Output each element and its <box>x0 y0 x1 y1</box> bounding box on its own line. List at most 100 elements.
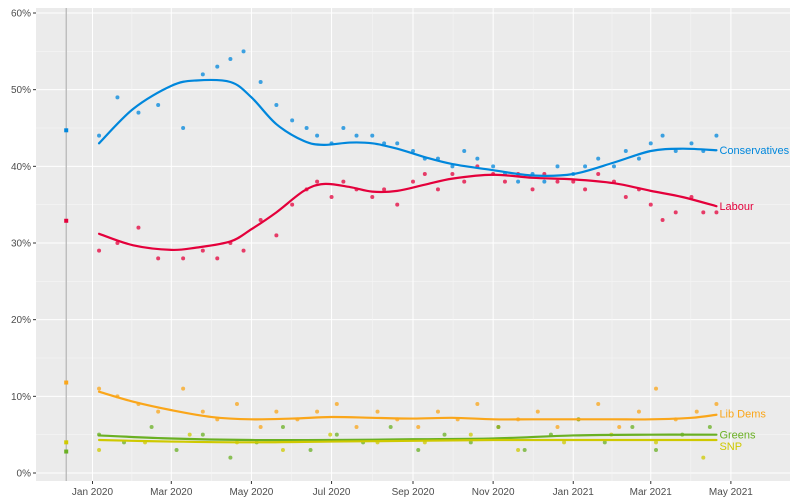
poll-point <box>602 440 607 445</box>
poll-point <box>97 386 102 391</box>
x-tick-label: Jan 2020 <box>72 487 114 498</box>
poll-point <box>241 248 246 253</box>
y-tick-label: 60% <box>11 9 31 20</box>
x-tick-label: Sep 2020 <box>392 487 435 498</box>
trend-line <box>97 390 718 421</box>
poll-point <box>596 172 601 176</box>
poll-point <box>241 49 246 54</box>
poll-point <box>673 210 678 215</box>
poll-point <box>422 172 427 176</box>
poll-point <box>341 126 346 130</box>
poll-point <box>258 218 263 222</box>
y-tick-label: 40% <box>11 162 31 173</box>
poll-point <box>290 202 295 207</box>
poll-point <box>435 187 440 192</box>
poll-point <box>149 425 154 429</box>
poll-point <box>200 248 205 253</box>
x-tick-label: Nov 2020 <box>472 487 515 498</box>
poll-point <box>187 432 192 437</box>
poll-point <box>516 179 521 184</box>
poll-point <box>648 202 653 207</box>
poll-point <box>234 402 239 406</box>
y-tick-label: 0% <box>17 469 32 480</box>
poll-point <box>654 440 659 445</box>
poll-point <box>596 156 601 161</box>
trend-line <box>97 173 718 252</box>
poll-point <box>97 248 102 253</box>
poll-point <box>596 402 601 406</box>
poll-point <box>308 448 313 452</box>
poll-point <box>174 448 179 452</box>
poll-point <box>502 179 507 184</box>
series-label: Lib Dems <box>719 409 766 421</box>
poll-point <box>516 448 521 452</box>
poll-point <box>274 409 279 414</box>
poll-point <box>315 133 320 138</box>
poll-point <box>555 164 560 169</box>
poll-point <box>654 448 659 452</box>
poll-point <box>341 179 346 184</box>
election-result-marker <box>64 218 69 223</box>
trend-line <box>97 433 718 442</box>
poll-point <box>630 425 635 429</box>
trend-line <box>97 78 718 178</box>
election-marker <box>64 8 69 481</box>
poll-point <box>215 256 220 261</box>
poll-point <box>475 402 480 406</box>
poll-point <box>280 425 285 429</box>
poll-point <box>156 256 161 261</box>
poll-point <box>200 409 205 414</box>
poll-point <box>315 409 320 414</box>
poll-point <box>280 448 285 452</box>
poll-point <box>382 187 387 192</box>
poll-point <box>115 95 120 100</box>
poll-point <box>623 195 628 199</box>
poll-point <box>623 149 628 153</box>
poll-point <box>555 179 560 184</box>
poll-point <box>714 133 719 138</box>
poll-point <box>370 195 375 199</box>
poll-point <box>395 141 400 146</box>
poll-point <box>228 57 233 61</box>
poll-point <box>689 141 694 146</box>
poll-point <box>388 425 393 429</box>
poll-point <box>673 149 678 153</box>
series-label: SNP <box>719 441 742 453</box>
poll-point <box>701 210 706 215</box>
series-label: Greens <box>719 430 756 442</box>
poll-point <box>395 202 400 207</box>
poll-point <box>334 432 339 437</box>
poll-point <box>535 409 540 414</box>
poll-point <box>156 103 161 107</box>
poll-point <box>375 409 380 414</box>
poll-point <box>200 72 205 77</box>
poll-point <box>416 448 421 452</box>
poll-point <box>304 126 309 130</box>
poll-point <box>181 386 186 391</box>
poll-point <box>354 133 359 138</box>
poll-point <box>228 455 233 460</box>
poll-point <box>354 425 359 429</box>
poll-point <box>200 432 205 437</box>
poll-point <box>617 425 622 429</box>
series-label: Labour <box>719 201 754 213</box>
election-result-marker <box>64 380 69 385</box>
poll-point <box>181 256 186 261</box>
poll-point <box>660 133 665 138</box>
poll-point <box>290 118 295 123</box>
poll-point <box>660 218 665 222</box>
poll-point <box>435 409 440 414</box>
poll-point <box>442 432 447 437</box>
poll-point <box>654 386 659 391</box>
poll-point <box>475 156 480 161</box>
poll-point <box>411 149 415 153</box>
y-tick-label: 30% <box>11 239 31 250</box>
x-tick-label: Mar 2021 <box>630 487 673 498</box>
y-tick-label: 10% <box>11 392 31 403</box>
election-result-marker <box>64 128 69 133</box>
y-tick-label: 20% <box>11 315 31 326</box>
poll-point <box>611 164 616 169</box>
poll-point <box>258 425 263 429</box>
